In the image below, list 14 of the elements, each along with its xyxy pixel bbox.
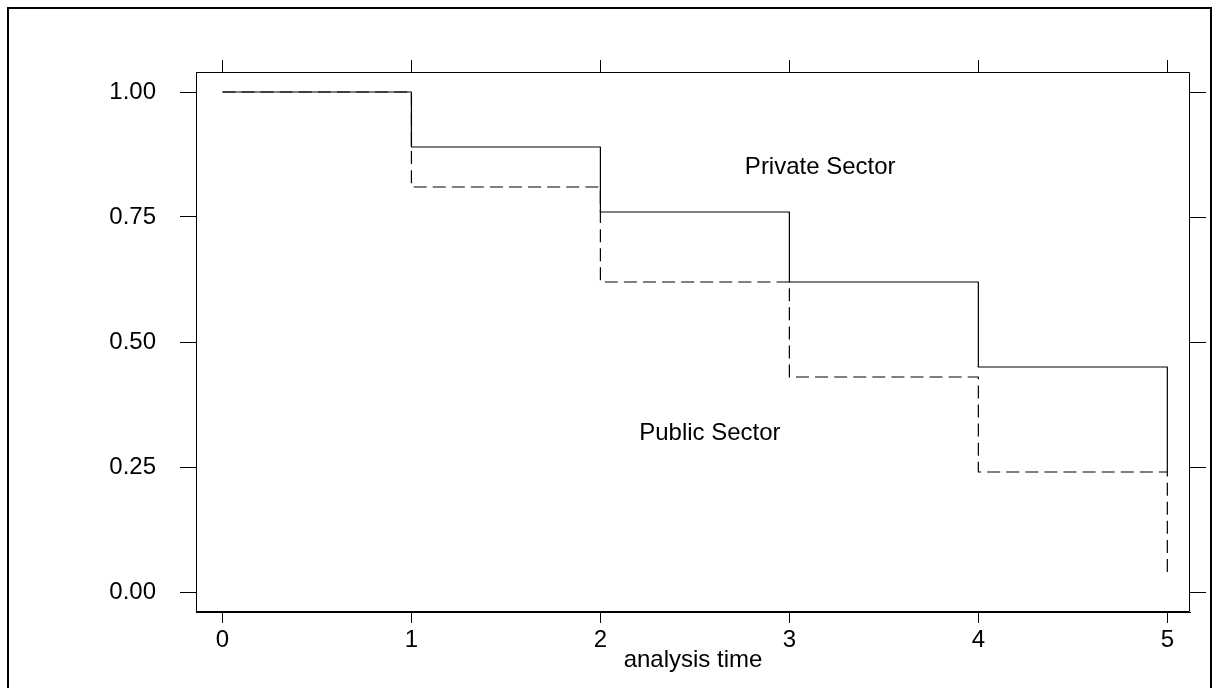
x-axis-title: analysis time (623, 645, 763, 673)
x-tick-label: 3 (782, 625, 797, 653)
x-tick-label: 4 (971, 625, 986, 653)
y-tick-label: 0.75 (109, 201, 156, 229)
y-tick-label: 0.00 (109, 576, 156, 604)
y-tick-label: 0.50 (109, 326, 156, 354)
x-tick-label: 1 (404, 625, 419, 653)
y-tick-label: 0.25 (109, 451, 156, 479)
y-tick-label: 1.00 (109, 76, 156, 104)
x-tick-label: 0 (215, 625, 230, 653)
x-tick-label: 5 (1160, 625, 1174, 653)
series-label: Public Sector (639, 417, 781, 445)
x-tick-label: 2 (593, 625, 608, 653)
series-label: Private Sector (744, 151, 896, 179)
